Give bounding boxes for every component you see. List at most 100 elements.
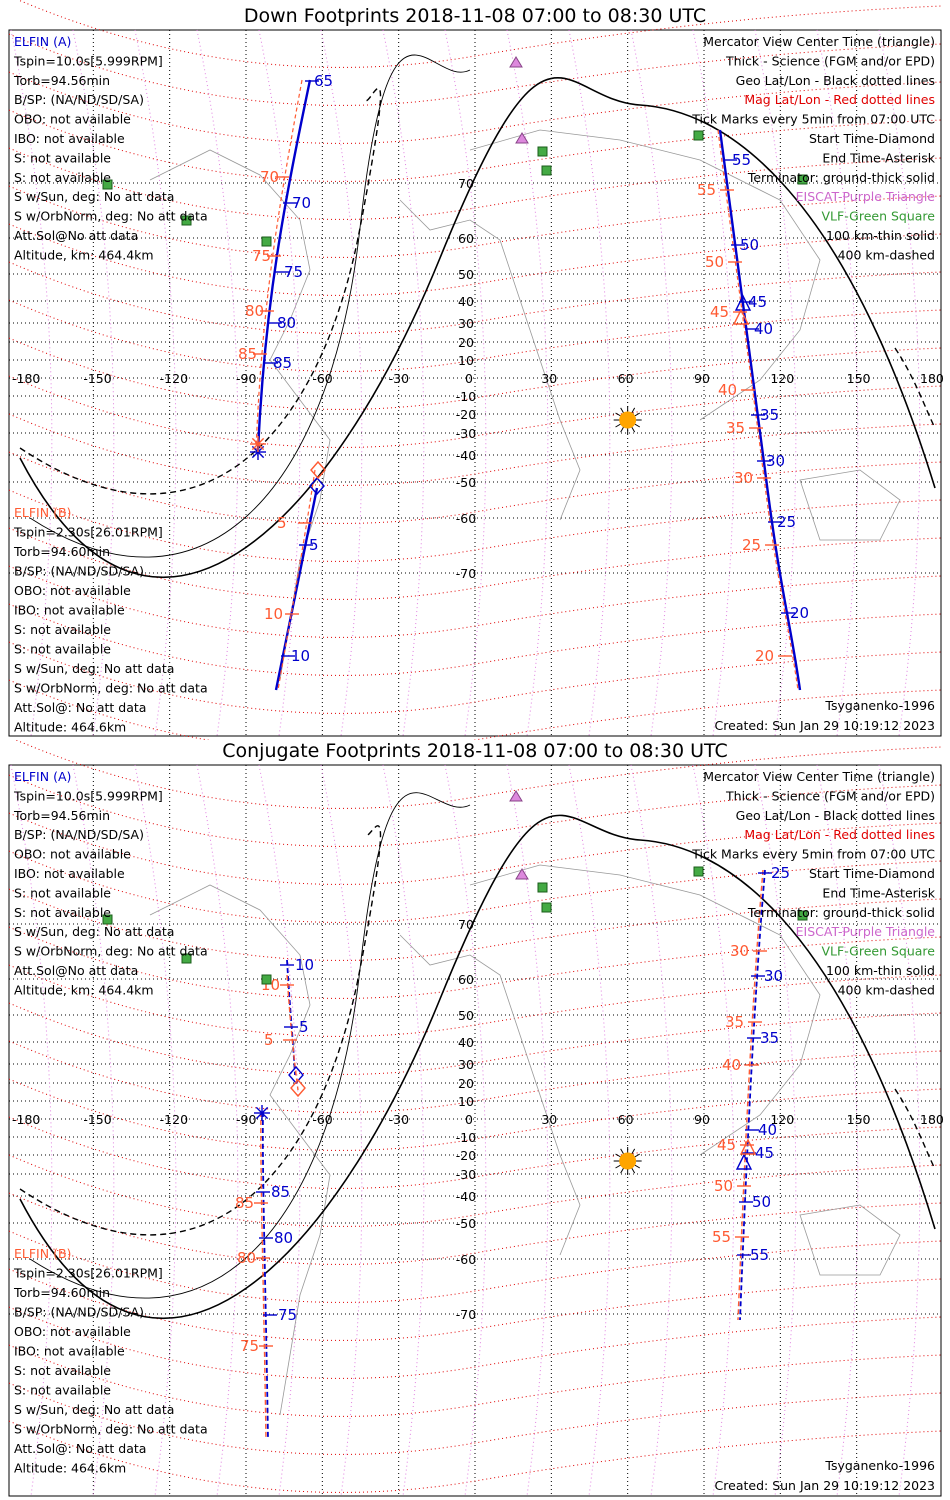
elfin-b-info: OBO: not available: [14, 583, 131, 598]
mag-parallel: [8, 964, 942, 1037]
elfin-a-info: B/SP: (NA/ND/SD/SA): [14, 827, 144, 842]
track-tick-label: 10: [295, 956, 314, 974]
lat-axis-label: 60: [458, 972, 474, 987]
terminator-ground: [19, 77, 936, 578]
created-timestamp: Created: Sun Jan 29 10:19:12 2023: [715, 1478, 935, 1493]
elfin-b-info: Altitude: 464.6km: [14, 720, 126, 735]
elfin-b-info: S w/Sun, deg: No att data: [14, 661, 174, 676]
lat-axis-label: 70: [458, 917, 474, 932]
lat-axis-label: 10: [458, 1094, 474, 1109]
track-tick-label: 35: [760, 406, 779, 424]
track-tick-label: 85: [273, 354, 292, 372]
elfin-a-info: OBO: not available: [14, 847, 131, 862]
model-label: Tsyganenko-1996: [824, 1458, 935, 1473]
track-tick-label: 75: [278, 1306, 297, 1324]
lat-axis-label: 20: [458, 1076, 474, 1091]
mag-parallel: [8, 489, 942, 562]
mag-parallel: [8, 1230, 942, 1303]
vlf-square-icon: [537, 146, 548, 157]
vlf-square-icon: [181, 953, 192, 964]
legend-entry: EISCAT-Purple Triangle: [796, 924, 936, 939]
mag-parallel: [8, 451, 942, 524]
elfin-b-info: Tspin=2.30s[26.01RPM]: [13, 525, 163, 540]
mag-parallel: [8, 1040, 942, 1113]
lon-axis-label: -30: [389, 1112, 409, 1127]
elfin-a-info: IBO: not available: [14, 866, 125, 881]
panel-title: Down Footprints 2018-11-08 07:00 to 08:3…: [243, 5, 707, 27]
sun-ray: [620, 1167, 625, 1174]
elfin-b-info: S w/OrbNorm, deg: No att data: [14, 1422, 208, 1437]
vlf-square-icon: [797, 174, 808, 185]
track-tick-label: 50: [705, 253, 724, 271]
mag-parallel: [8, 1306, 942, 1379]
coastline: [399, 934, 581, 1256]
elfin-a-info: Tspin=10.0s[5.999RPM]: [13, 53, 163, 68]
sun-icon: [619, 411, 637, 429]
vlf-square-icon: [693, 130, 704, 141]
legend-entry: Tick Marks every 5min from 07:00 UTC: [691, 847, 935, 862]
vlf-square-icon: [261, 974, 272, 985]
panel-title: Conjugate Footprints 2018-11-08 07:00 to…: [222, 740, 728, 762]
track-tick-label: 40: [758, 1121, 777, 1139]
lon-axis-label: 150: [847, 1112, 871, 1127]
lat-axis-label: 50: [458, 1008, 474, 1023]
lon-axis-label: 180: [920, 371, 944, 386]
sun-ray: [615, 1164, 621, 1169]
legend-entry: Tick Marks every 5min from 07:00 UTC: [691, 112, 935, 127]
lon-axis-label: -60: [312, 371, 332, 386]
legend-entry: Mercator View Center Time (triangle): [703, 769, 935, 784]
mag-parallel: [8, 1192, 942, 1265]
coastlines: [149, 864, 901, 1416]
lat-axis-label: -70: [456, 1307, 476, 1322]
sun-ray: [634, 1164, 641, 1169]
track-tick-label: 35: [760, 1029, 779, 1047]
lat-axis-label: 10: [458, 353, 474, 368]
lat-axis-label: 50: [458, 267, 474, 282]
mag-parallel: [17, 0, 942, 68]
end-asterisk-icon: [255, 1106, 269, 1120]
lat-axis-label: 40: [458, 294, 474, 309]
lon-axis-label: -180: [12, 371, 40, 386]
lat-axis-label: -10: [456, 389, 476, 404]
track-tick-label: 65: [314, 72, 333, 90]
track-tick-label: 55: [697, 181, 716, 199]
elfin-a-info: Altitude, km: 464.4km: [14, 982, 154, 997]
sun-ray: [631, 407, 636, 414]
legend-entry: 100 km-thin solid: [826, 963, 935, 978]
altitude-400km: [19, 825, 382, 1236]
track-tick-label: 85: [238, 345, 257, 363]
center-time-triangle-icon: [732, 308, 750, 325]
down-footprints-map: 65 70 75 80 85 70 75 80 85 5 10 5 10 55 50 45 40 35 30 25 20…: [8, 0, 944, 740]
lat-axis-label: 20: [458, 335, 474, 350]
lon-axis-label: 120: [770, 371, 794, 386]
mag-meridian: [878, 29, 921, 737]
elfin-a-info: S: not available: [14, 905, 111, 920]
elfin-b-track-left: [255, 79, 303, 451]
eiscat-triangle-icon: [509, 790, 523, 802]
legend-entry: 400 km-dashed: [838, 247, 935, 262]
elfin-a-info: OBO: not available: [14, 112, 131, 127]
elfin-b-label: ELFIN (B): [14, 505, 71, 520]
elfin-a-info: Att.Sol@No att data: [14, 963, 138, 978]
mag-parallel: [8, 337, 942, 410]
mag-parallel: [8, 299, 942, 372]
mag-parallel: [8, 71, 942, 144]
lon-axis-label: 60: [618, 371, 634, 386]
mag-meridian: [506, 764, 549, 1497]
mag-parallel: [8, 888, 942, 961]
mag-parallel: [8, 1268, 942, 1341]
track-tick-label: 45: [710, 303, 729, 321]
altitude-400km: [894, 347, 936, 429]
mag-parallel: [8, 413, 942, 486]
lon-axis-label: 30: [541, 371, 557, 386]
track-tick-label: 80: [237, 1249, 256, 1267]
lat-axis-label: -40: [456, 448, 476, 463]
track-tick-label: 85: [271, 1183, 290, 1201]
coastline: [149, 149, 331, 681]
lat-axis-label: -60: [456, 1252, 476, 1267]
elfin-a-info: Altitude, km: 464.4km: [14, 247, 154, 262]
lat-axis-label: 30: [458, 316, 474, 331]
mag-meridian: [444, 29, 487, 737]
track-tick-label: 25: [742, 536, 761, 554]
track-tick-label: 45: [717, 1136, 736, 1154]
